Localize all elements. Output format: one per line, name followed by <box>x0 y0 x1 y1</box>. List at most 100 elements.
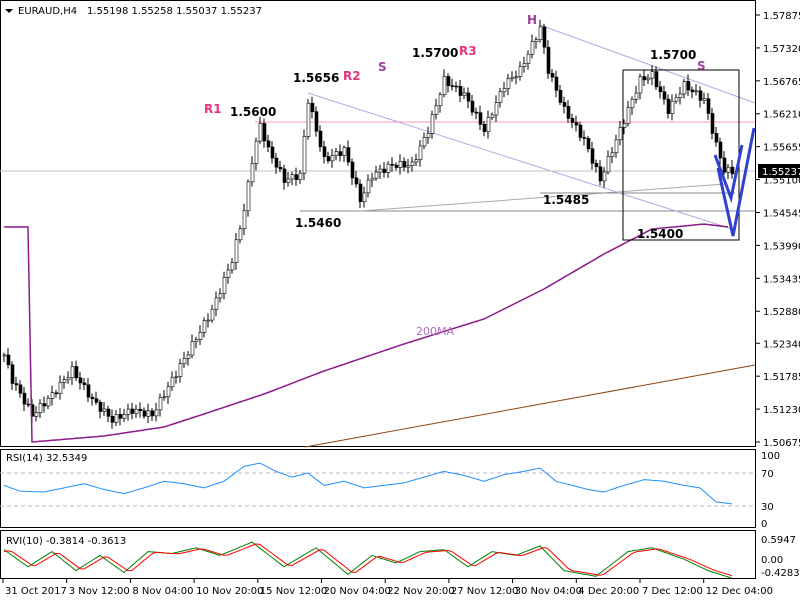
candle-body <box>598 166 603 182</box>
candle-body <box>566 106 571 119</box>
candle-body <box>162 396 167 399</box>
candle <box>686 74 691 96</box>
candle-body <box>498 91 503 103</box>
candle-body <box>126 408 131 415</box>
candle <box>486 110 491 139</box>
label-r3: R3 <box>459 44 477 58</box>
candle-body <box>390 163 395 166</box>
price-tick-label: 1.57320 <box>763 44 800 55</box>
candle <box>374 165 379 181</box>
candle <box>566 100 571 123</box>
candle-body <box>46 398 51 407</box>
time-tick-label: 7 Dec 12:00 <box>642 586 703 597</box>
candle <box>126 403 131 421</box>
candle <box>282 164 287 190</box>
candle-body <box>350 161 355 179</box>
candle-body <box>322 146 327 157</box>
candle <box>726 163 731 180</box>
candle <box>602 167 607 188</box>
candle <box>562 96 567 114</box>
candle <box>446 73 451 93</box>
candle-body <box>198 332 203 340</box>
candle-body <box>58 382 63 394</box>
candle <box>158 393 163 417</box>
candle <box>146 403 151 424</box>
candle <box>642 69 647 86</box>
candle-body <box>202 320 207 333</box>
candle <box>78 371 83 390</box>
candle <box>482 120 487 137</box>
candle-body <box>66 377 71 381</box>
candle-body <box>106 408 111 417</box>
candle <box>6 347 11 369</box>
candle <box>498 87 503 108</box>
candle-body <box>662 91 667 100</box>
candle <box>538 19 543 43</box>
candle <box>290 171 295 186</box>
rvi-level-label: 0.00 <box>761 555 783 566</box>
symbol-label: EURAUD,H4 <box>18 6 77 17</box>
candle-body <box>138 408 143 412</box>
candle-body <box>34 412 39 417</box>
candle-body <box>558 90 563 103</box>
candle-body <box>206 319 211 322</box>
candle-body <box>274 157 279 168</box>
candle <box>206 313 211 328</box>
label-200ma: 200MA <box>416 325 454 338</box>
label-1-5700-right: 1.5700 <box>650 48 696 62</box>
candle <box>470 94 475 116</box>
price-tick-label: 1.55100 <box>763 176 800 187</box>
dropdown-triangle-icon[interactable] <box>5 9 13 13</box>
candle <box>306 99 311 140</box>
candle-body <box>362 192 367 202</box>
candle-body <box>122 414 127 419</box>
candle <box>454 81 459 93</box>
candle <box>334 147 339 161</box>
candle <box>650 65 655 86</box>
candle <box>402 157 407 172</box>
candle-body <box>586 138 591 150</box>
candle-body <box>242 210 247 230</box>
price-tick-label: 1.51230 <box>763 405 800 416</box>
candle <box>626 100 631 127</box>
candle-body <box>54 392 59 395</box>
candle-body <box>6 354 11 366</box>
candle <box>610 146 615 164</box>
candle <box>218 288 223 303</box>
candle <box>478 105 483 131</box>
candle <box>658 81 663 99</box>
candle <box>246 179 251 217</box>
candle <box>122 408 127 422</box>
candle-body <box>482 124 487 132</box>
candle <box>190 334 195 359</box>
candle <box>634 85 639 104</box>
candle-body <box>434 105 439 115</box>
candle-body <box>318 130 323 148</box>
candle <box>134 404 139 419</box>
candle-body <box>282 168 287 183</box>
candle-body <box>538 26 543 40</box>
candle-body <box>554 76 559 91</box>
candle <box>550 69 555 83</box>
candle-body <box>134 408 139 414</box>
candle <box>202 317 207 338</box>
candle-body <box>254 140 259 164</box>
candle-body <box>426 133 431 138</box>
candle-body <box>422 137 427 147</box>
candle-body <box>262 123 267 142</box>
candle-body <box>666 98 671 114</box>
candle-body <box>670 100 675 114</box>
candle <box>62 375 67 389</box>
candle <box>666 94 671 119</box>
candle <box>422 132 427 150</box>
candle <box>150 408 155 421</box>
candle <box>442 69 447 98</box>
candle-body <box>674 97 679 102</box>
candle-body <box>690 89 695 93</box>
candle <box>414 153 419 167</box>
candle-body <box>722 157 727 173</box>
candle <box>310 96 315 119</box>
candle-body <box>354 177 359 185</box>
candle <box>662 85 667 105</box>
candle <box>286 171 291 187</box>
